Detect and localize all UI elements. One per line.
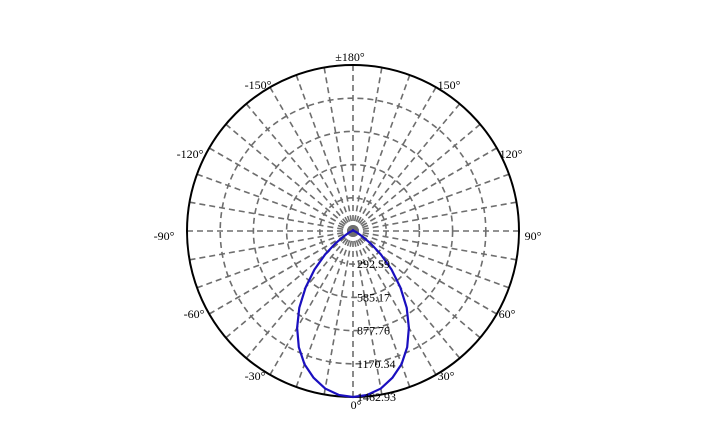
grid-spoke-150: [352, 86, 437, 232]
grid-spoke-130: [352, 123, 481, 232]
radial-tick-label-4: 1170.34: [357, 357, 396, 371]
angle-label-0: 0°: [351, 398, 362, 412]
grid-spoke-300: [208, 230, 354, 315]
grid-spoke-60: [352, 230, 498, 315]
grid-spoke-340: [295, 230, 354, 388]
grid-spoke-200: [295, 74, 354, 232]
grid-spoke-10: [352, 230, 383, 395]
grid-spoke-250: [196, 173, 354, 232]
intensity-curve-layer: [296, 228, 410, 399]
radial-tick-label-5: 1462.93: [357, 390, 396, 404]
radial-tick-label-1: 292.59: [357, 257, 390, 271]
label-layer: 0° 30° 60° 90° 120° 150° ±180° -150° -120° -90° -6…: [154, 50, 542, 412]
angle-label-neg30: -30°: [245, 369, 266, 383]
angle-label-neg90: -90°: [154, 229, 175, 243]
grid-spoke-210: [269, 86, 354, 232]
grid-spoke-220: [245, 103, 354, 232]
angle-label-neg120: -120°: [177, 147, 204, 161]
grid-spoke-310: [225, 230, 354, 339]
angle-label-120: 120°: [500, 147, 523, 161]
grid-spoke-70: [352, 230, 510, 289]
grid-spoke-80: [352, 230, 517, 261]
grid-spoke-100: [352, 201, 517, 232]
grid-spoke-120: [352, 147, 498, 232]
grid-spoke-260: [189, 201, 354, 232]
grid-spoke-110: [352, 173, 510, 232]
angle-label-150: 150°: [438, 78, 461, 92]
grid-spoke-350: [323, 230, 354, 395]
grid-spoke-140: [352, 103, 461, 232]
grid-spoke-330: [269, 230, 354, 376]
grid-ring-2: [285, 163, 421, 299]
grid-spoke-280: [189, 230, 354, 261]
grid-spoke-20: [352, 230, 411, 388]
grid-ring-3: [252, 130, 454, 332]
radial-tick-label-3: 877.76: [357, 324, 390, 338]
grid-spoke-320: [245, 230, 354, 359]
grid-spoke-50: [352, 230, 481, 339]
angle-label-90: 90°: [525, 229, 542, 243]
grid-spoke-170: [352, 67, 383, 232]
grid-spoke-230: [225, 123, 354, 232]
angle-label-30: 30°: [438, 369, 455, 383]
radial-tick-label-2: 585.17: [357, 290, 390, 304]
grid-spoke-160: [352, 74, 411, 232]
angle-label-neg150: -150°: [245, 78, 272, 92]
grid-spoke-30: [352, 230, 437, 376]
grid-spoke-40: [352, 230, 461, 359]
grid-spoke-290: [196, 230, 354, 289]
grid-spoke-240: [208, 147, 354, 232]
angle-label-180: ±180°: [335, 50, 365, 64]
intensity-curve-1: [296, 228, 410, 399]
angle-label-60: 60°: [499, 307, 516, 321]
angle-label-neg60: -60°: [184, 307, 205, 321]
grid-spoke-190: [323, 67, 354, 232]
